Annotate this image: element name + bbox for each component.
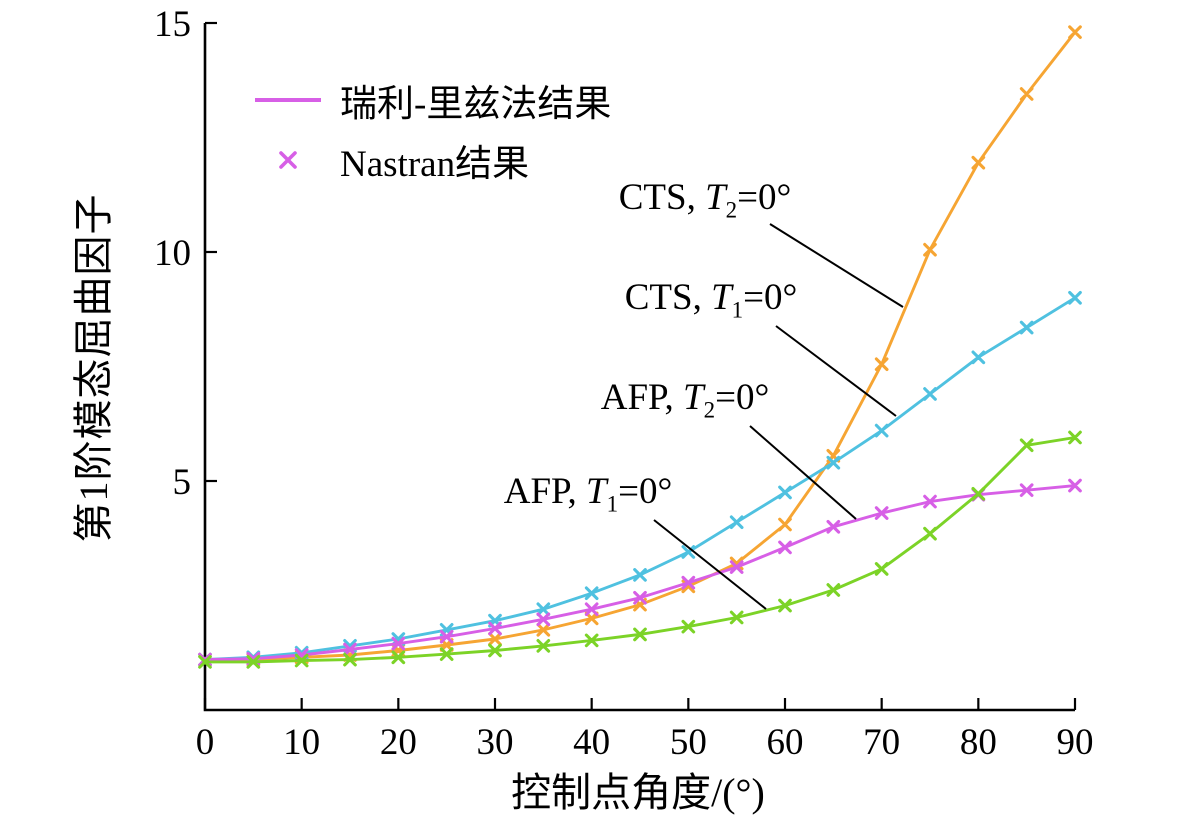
x-tick-label: 0 — [196, 722, 215, 763]
x-tick-label: 90 — [1057, 722, 1094, 763]
legend-item-rayleigh-ritz: 瑞利-里兹法结果 — [246, 70, 611, 130]
y-tick-label: 10 — [154, 233, 191, 274]
y-tick-label: 5 — [173, 462, 192, 503]
annotation-label: CTS, T2=0° — [618, 177, 792, 223]
annotation-label: AFP, T2=0° — [600, 377, 770, 423]
x-tick-label: 50 — [670, 722, 707, 763]
annotation-leader-line — [775, 325, 897, 417]
annotation-leader-line — [769, 223, 904, 308]
x-tick-label: 10 — [283, 722, 320, 763]
y-axis-title: 第1阶模态屈曲因子 — [71, 193, 116, 543]
annotation-label: AFP, T1=0° — [503, 471, 673, 517]
x-tick-label: 70 — [863, 722, 900, 763]
x-axis-title: 控制点角度/(°) — [511, 770, 765, 815]
annotation-leader-line — [653, 519, 767, 610]
x-marker-icon — [279, 151, 297, 169]
x-tick-label: 80 — [960, 722, 997, 763]
x-tick-label: 30 — [477, 722, 514, 763]
annotation-label: CTS, T1=0° — [624, 277, 798, 323]
series-markers — [198, 430, 1082, 669]
legend: 瑞利-里兹法结果 Nastran结果 — [246, 70, 611, 190]
legend-item-nastran: Nastran结果 — [246, 130, 611, 190]
legend-marker-swatch — [246, 148, 330, 172]
x-tick-label: 60 — [767, 722, 804, 763]
y-tick-label: 15 — [154, 4, 191, 45]
x-tick-label: 20 — [380, 722, 417, 763]
legend-label-rayleigh-ritz: 瑞利-里兹法结果 — [340, 84, 612, 125]
line-sample-icon — [255, 98, 321, 102]
annotation-leader-line — [749, 425, 857, 520]
x-tick-label: 40 — [573, 722, 610, 763]
legend-line-swatch — [246, 98, 330, 102]
legend-label-nastran: Nastran结果 — [340, 144, 530, 185]
